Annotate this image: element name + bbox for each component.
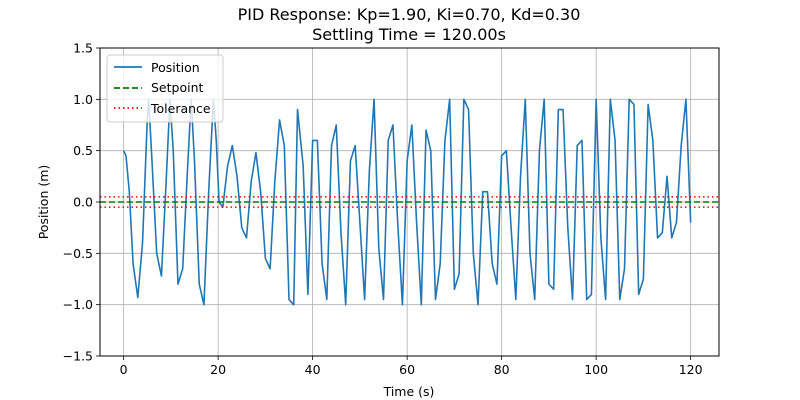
x-tick-label: 20 (210, 362, 226, 377)
y-tick-label: −1.0 (63, 297, 93, 312)
x-tick-label: 0 (120, 362, 128, 377)
x-tick-label: 40 (305, 362, 321, 377)
x-tick-label: 120 (679, 362, 703, 377)
legend-label-setpoint: Setpoint (151, 80, 204, 95)
y-tick-label: −0.5 (63, 246, 93, 261)
x-tick-label: 60 (399, 362, 415, 377)
x-axis-label: Time (s) (383, 384, 435, 399)
x-tick-label: 100 (584, 362, 608, 377)
plot-layer (100, 98, 719, 306)
y-tick-label: −1.5 (63, 349, 93, 364)
chart-subtitle: Settling Time = 120.00s (312, 25, 506, 44)
y-axis-label: Position (m) (36, 165, 51, 240)
y-tick-label: 0.0 (73, 195, 93, 210)
legend-label-position: Position (151, 60, 200, 75)
chart-title: PID Response: Kp=1.90, Ki=0.70, Kd=0.30 (238, 5, 581, 24)
x-ticks: 0 20 40 60 80 100 120 (120, 356, 703, 377)
series-line-position (122, 98, 692, 306)
legend: Position Setpoint Tolerance (106, 54, 224, 123)
y-tick-label: 1.0 (73, 92, 93, 107)
y-ticks: −1.5 −1.0 −0.5 0.0 0.5 1.0 1.5 (63, 41, 100, 364)
legend-label-tolerance: Tolerance (150, 101, 211, 116)
legend-box (106, 54, 224, 123)
x-tick-label: 80 (494, 362, 510, 377)
y-tick-label: 1.5 (73, 41, 93, 56)
y-tick-label: 0.5 (73, 143, 93, 158)
